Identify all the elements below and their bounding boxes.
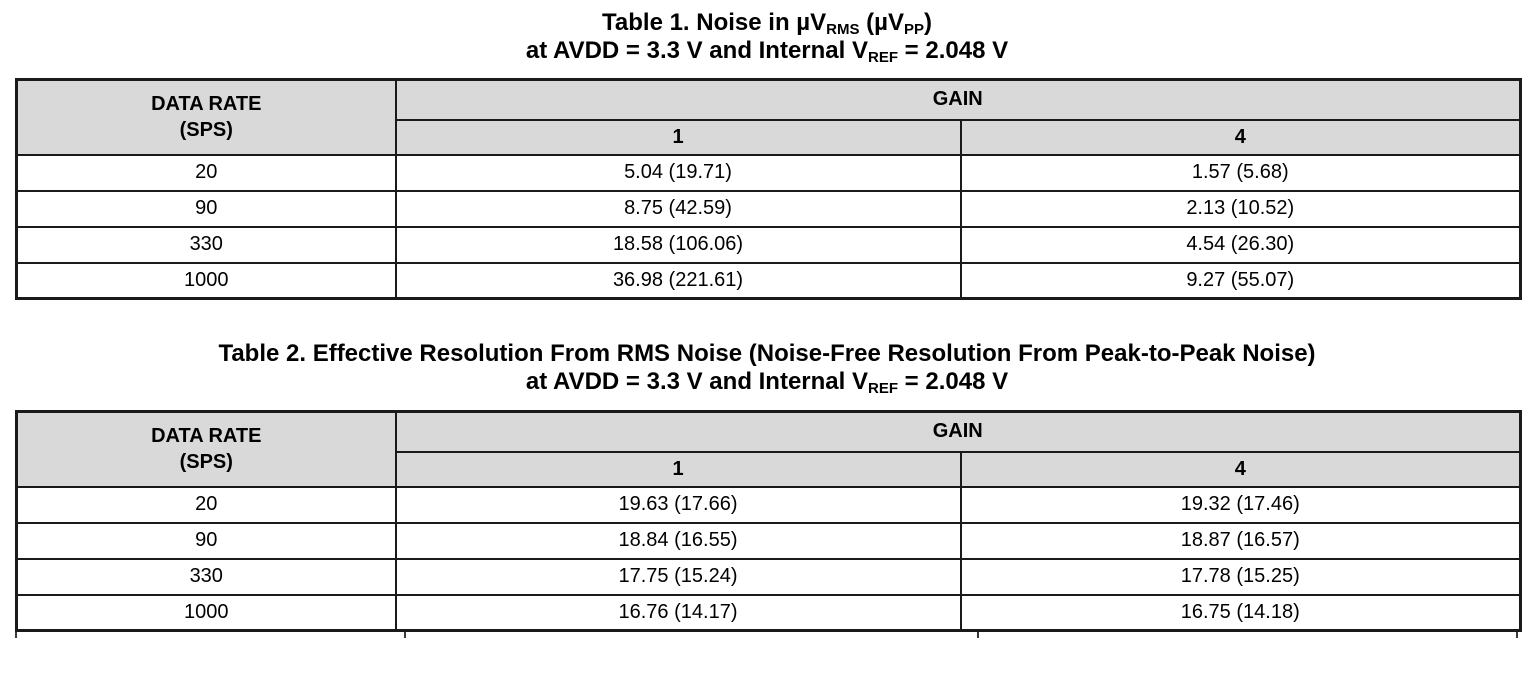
- data-rate-header-line1: DATA RATE: [151, 93, 262, 116]
- gain1-value-cell: 18.58 (106.06): [394, 225, 962, 264]
- subscript-ref: REF: [868, 49, 898, 66]
- data-rate-header-line2: (SPS): [179, 119, 233, 142]
- title-text: Table 1. Noise in µV: [602, 9, 827, 36]
- data-rate-cell: 1000: [15, 261, 397, 300]
- gain1-value-cell: 8.75 (42.59): [394, 189, 962, 228]
- table-header-row: DATA RATE (SPS) GAIN: [15, 78, 1522, 156]
- data-rate-cell: 1000: [15, 593, 397, 632]
- subscript-ref: REF: [868, 380, 898, 397]
- table1-title: Table 1. Noise in µVRMS (µVPP) at AVDD =…: [0, 0, 1534, 65]
- gain-header: GAIN: [394, 78, 1522, 121]
- title-text: at AVDD = 3.3 V and Internal V: [525, 37, 868, 64]
- table-subheader-row: 1 4: [17, 118, 1522, 156]
- data-rate-cell: 90: [15, 189, 397, 228]
- gain-header: GAIN: [394, 410, 1522, 453]
- cropped-table-edge: [977, 632, 979, 638]
- gain4-value-cell: 1.57 (5.68): [959, 153, 1522, 192]
- table-row: 90 18.84 (16.55) 18.87 (16.57): [15, 521, 1522, 560]
- table2-title: Table 2. Effective Resolution From RMS N…: [0, 340, 1534, 396]
- data-rate-header: DATA RATE (SPS): [15, 78, 397, 156]
- table2-title-line2: at AVDD = 3.3 V and Internal VREF = 2.04…: [0, 368, 1534, 396]
- gain4-value-cell: 2.13 (10.52): [959, 189, 1522, 228]
- table2-title-line1: Table 2. Effective Resolution From RMS N…: [0, 340, 1534, 368]
- table1-title-line1: Table 1. Noise in µVRMS (µVPP): [0, 9, 1534, 37]
- gain1-value-cell: 18.84 (16.55): [394, 521, 962, 560]
- data-rate-cell: 20: [15, 153, 397, 192]
- data-rate-cell: 330: [15, 557, 397, 596]
- title-text: at AVDD = 3.3 V and Internal V: [525, 368, 868, 395]
- gain4-value-cell: 19.32 (17.46): [959, 485, 1522, 524]
- table-row: 20 19.63 (17.66) 19.32 (17.46): [15, 485, 1522, 524]
- gain1-value-cell: 5.04 (19.71): [394, 153, 962, 192]
- data-rate-header-line2: (SPS): [179, 451, 233, 474]
- gain-1-column-header: 1: [394, 118, 962, 156]
- gain-1-column-header: 1: [394, 450, 962, 488]
- title-text: = 2.048 V: [898, 37, 1009, 64]
- title-text: ): [923, 9, 932, 36]
- table-row: 330 18.58 (106.06) 4.54 (26.30): [15, 225, 1522, 264]
- gain1-value-cell: 36.98 (221.61): [394, 261, 962, 300]
- title-text: = 2.048 V: [898, 368, 1009, 395]
- data-rate-cell: 330: [15, 225, 397, 264]
- table-subheader-row: 1 4: [17, 450, 1522, 488]
- gain4-value-cell: 17.78 (15.25): [959, 557, 1522, 596]
- cropped-next-row-lines: [15, 632, 1519, 639]
- title-text: (µV: [859, 9, 904, 36]
- gain-4-column-header: 4: [959, 118, 1522, 156]
- gain4-value-cell: 16.75 (14.18): [959, 593, 1522, 632]
- table-row: 330 17.75 (15.24) 17.78 (15.25): [15, 557, 1522, 596]
- table-header-row: DATA RATE (SPS) GAIN: [15, 410, 1522, 488]
- data-rate-header-line1: DATA RATE: [151, 425, 262, 448]
- table-row: 1000 36.98 (221.61) 9.27 (55.07): [15, 261, 1522, 300]
- subscript-rms: RMS: [826, 21, 860, 38]
- gain4-value-cell: 18.87 (16.57): [959, 521, 1522, 560]
- table1-title-line2: at AVDD = 3.3 V and Internal VREF = 2.04…: [0, 37, 1534, 65]
- table-row: 90 8.75 (42.59) 2.13 (10.52): [15, 189, 1522, 228]
- gain4-value-cell: 4.54 (26.30): [959, 225, 1522, 264]
- gain1-value-cell: 19.63 (17.66): [394, 485, 962, 524]
- data-rate-cell: 20: [15, 485, 397, 524]
- gain1-value-cell: 17.75 (15.24): [394, 557, 962, 596]
- data-rate-header: DATA RATE (SPS): [15, 410, 397, 488]
- effective-resolution-table: DATA RATE (SPS) GAIN 1 4 20 19.63 (17.66…: [15, 410, 1522, 632]
- title-text: Table 2. Effective Resolution From RMS N…: [218, 340, 1316, 367]
- table-row: 20 5.04 (19.71) 1.57 (5.68): [15, 153, 1522, 192]
- cropped-table-edge: [1516, 632, 1518, 638]
- gain1-value-cell: 16.76 (14.17): [394, 593, 962, 632]
- noise-table: DATA RATE (SPS) GAIN 1 4 20 5.04 (19.71)…: [15, 78, 1522, 300]
- data-rate-cell: 90: [15, 521, 397, 560]
- cropped-table-edge: [15, 632, 17, 638]
- subscript-pp: PP: [903, 21, 924, 38]
- cropped-table-edge: [404, 632, 406, 638]
- table-row: 1000 16.76 (14.17) 16.75 (14.18): [15, 593, 1522, 632]
- gain4-value-cell: 9.27 (55.07): [959, 261, 1522, 300]
- gain-4-column-header: 4: [959, 450, 1522, 488]
